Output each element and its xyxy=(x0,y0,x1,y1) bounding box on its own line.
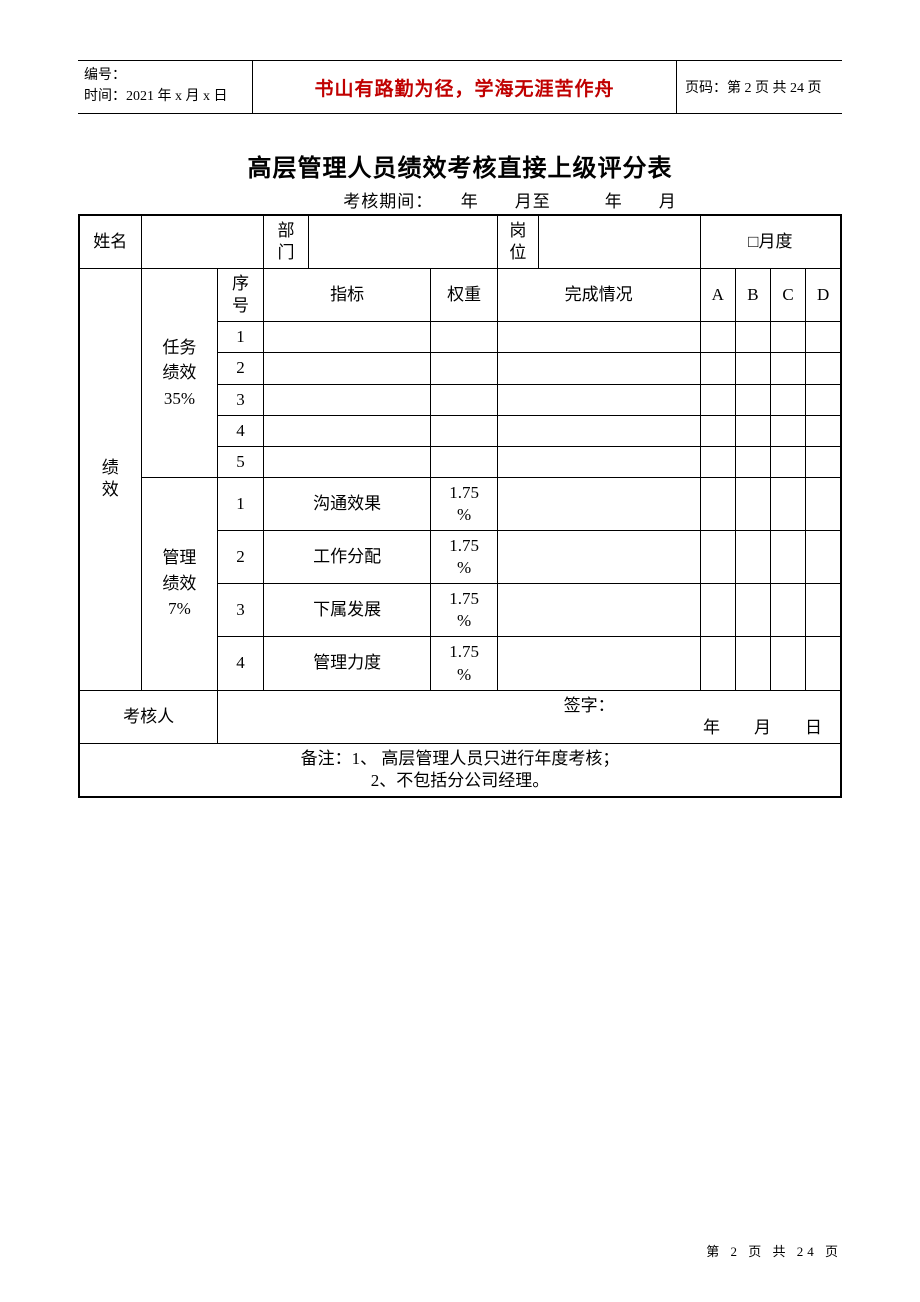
notes-line-1: 备注：1、 高层管理人员只进行年度考核； xyxy=(84,748,836,770)
notes-cell: 备注：1、 高层管理人员只进行年度考核； 2、不包括分公司经理。 xyxy=(79,743,841,797)
row-headers: 绩效 任务绩效35% 序号 指标 权重 完成情况 A B C D xyxy=(79,269,841,322)
monthly-label: □月度 xyxy=(700,215,841,269)
notes-line-2: 2、不包括分公司经理。 xyxy=(84,770,836,792)
header-pagecode: 页码：第 2 页 共 24 页 xyxy=(677,61,842,113)
time-label: 时间：2021 年 x 月 x 日 xyxy=(84,86,246,107)
header-left: 编号： 时间：2021 年 x 月 x 日 xyxy=(78,61,253,113)
col-b: B xyxy=(735,269,770,322)
row-identity: 姓名 部门 岗位 □月度 xyxy=(79,215,841,269)
completion-header: 完成情况 xyxy=(497,269,700,322)
period-line: 考核期间： 年 月至 年 月 xyxy=(178,187,842,212)
evaluation-table: 姓名 部门 岗位 □月度 绩效 任务绩效35% 序号 指标 权重 完成情况 A … xyxy=(78,214,842,798)
dept-label: 部门 xyxy=(263,215,309,269)
perf-vertical: 绩效 xyxy=(79,269,141,690)
header-motto: 书山有路勤为径，学海无涯苦作舟 xyxy=(253,61,677,113)
task-perf-label: 任务绩效35% xyxy=(141,269,218,478)
indicator-header: 指标 xyxy=(263,269,431,322)
signature-cell: 签字： 年 月 日 xyxy=(218,690,841,743)
dept-value xyxy=(309,215,497,269)
signature-date: 年 月 日 xyxy=(228,717,830,739)
page-header: 编号： 时间：2021 年 x 月 x 日 书山有路勤为径，学海无涯苦作舟 页码… xyxy=(78,60,842,114)
name-label: 姓名 xyxy=(79,215,141,269)
document-title: 高层管理人员绩效考核直接上级评分表 xyxy=(78,148,842,183)
post-value xyxy=(539,215,701,269)
col-d: D xyxy=(806,269,841,322)
weight-header: 权重 xyxy=(431,269,497,322)
numbering-label: 编号： xyxy=(84,65,246,86)
mgmt-row-1: 管理绩效7% 1沟通效果1.75% xyxy=(79,477,841,530)
page-footer: 第 2 页 共 24 页 xyxy=(706,1241,842,1260)
col-a: A xyxy=(700,269,735,322)
mgmt-perf-label: 管理绩效7% xyxy=(141,477,218,690)
col-c: C xyxy=(771,269,806,322)
name-value xyxy=(141,215,263,269)
signature-label: 签字： xyxy=(348,695,830,717)
seq-header: 序号 xyxy=(218,269,264,322)
reviewer-label: 考核人 xyxy=(79,690,218,743)
reviewer-row: 考核人 签字： 年 月 日 xyxy=(79,690,841,743)
post-label: 岗位 xyxy=(497,215,538,269)
notes-row: 备注：1、 高层管理人员只进行年度考核； 2、不包括分公司经理。 xyxy=(79,743,841,797)
